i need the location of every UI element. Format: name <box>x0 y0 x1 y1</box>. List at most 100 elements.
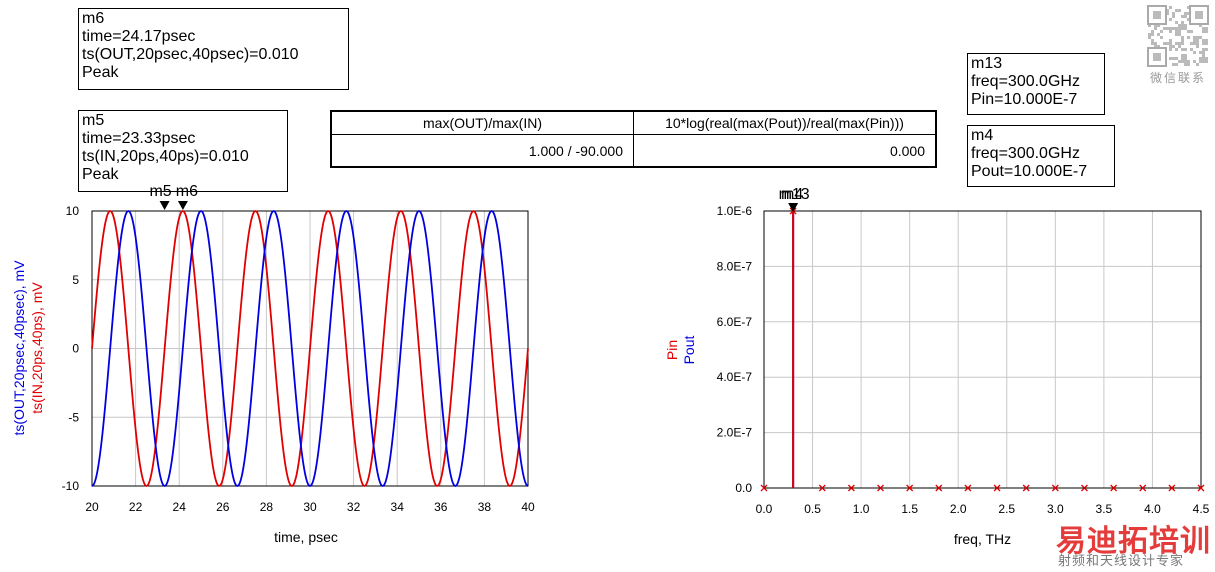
data-point <box>906 484 914 492</box>
y-tick-label: 4.0E-7 <box>717 370 753 384</box>
qr-cell <box>1169 48 1172 51</box>
x-tick-label: 1.0 <box>853 502 870 516</box>
qr-cell <box>1178 27 1181 30</box>
qr-cell <box>1151 30 1154 33</box>
qr-cell <box>1172 57 1175 60</box>
qr-cell <box>1190 48 1193 51</box>
x-tick-label: 4.0 <box>1144 502 1161 516</box>
qr-cell <box>1160 36 1163 39</box>
qr-cell <box>1199 51 1202 54</box>
qr-cell <box>1187 60 1190 63</box>
qr-cell <box>1205 27 1208 30</box>
qr-cell <box>1202 30 1205 33</box>
data-point <box>760 484 768 492</box>
qr-cell <box>1181 42 1184 45</box>
qr-cell <box>1175 33 1178 36</box>
qr-finder <box>1189 5 1209 25</box>
marker-triangle <box>788 203 799 212</box>
qr-cell <box>1205 42 1208 45</box>
qr-cell <box>1193 36 1196 39</box>
qr-code <box>1145 5 1211 67</box>
x-tick-label: 40 <box>521 500 535 514</box>
qr-cell <box>1187 12 1190 15</box>
x-tick-label: 20 <box>85 500 99 514</box>
qr-cell <box>1148 24 1151 27</box>
qr-cell <box>1151 39 1154 42</box>
qr-cell <box>1181 27 1184 30</box>
y-tick-label: 0.0 <box>735 481 752 495</box>
watermark-brand: 易迪拓培训 <box>1056 525 1211 558</box>
data-point <box>964 484 972 492</box>
qr-cell <box>1169 39 1172 42</box>
x-tick-label: 3.0 <box>1047 502 1064 516</box>
qr-finder-core <box>1153 11 1161 19</box>
x-tick-label: 24 <box>173 500 187 514</box>
qr-cell <box>1196 36 1199 39</box>
qr-cell <box>1181 57 1184 60</box>
x-tick-label: 26 <box>216 500 230 514</box>
qr-cell <box>1178 33 1181 36</box>
qr-cell <box>1187 36 1190 39</box>
x-tick-label: 28 <box>260 500 274 514</box>
data-point <box>935 484 943 492</box>
x-tick-label: 2.0 <box>950 502 967 516</box>
marker-value: ts(IN,20ps,40ps)=0.010 <box>82 148 249 165</box>
series-line <box>91 210 529 487</box>
y-axis-label-pin: Pin <box>664 340 680 360</box>
qr-cell <box>1172 15 1175 18</box>
x-tick-label: 36 <box>434 500 448 514</box>
qr-cell <box>1202 39 1205 42</box>
qr-cell <box>1202 57 1205 60</box>
qr-cell <box>1202 42 1205 45</box>
qr-cell <box>1187 63 1190 66</box>
marker-name: m6 <box>82 10 105 27</box>
qr-cell <box>1181 15 1184 18</box>
qr-cell <box>1181 24 1184 27</box>
qr-cell <box>1181 36 1184 39</box>
x-tick-label: 0.0 <box>756 502 773 516</box>
x-axis-label: freq, THz <box>954 531 1011 547</box>
y-tick-label: 8.0E-7 <box>717 259 753 273</box>
qr-cell <box>1169 57 1172 60</box>
qr-cell <box>1175 21 1178 24</box>
qr-cell <box>1154 42 1157 45</box>
qr-cell <box>1148 36 1151 39</box>
qr-cell <box>1172 63 1175 66</box>
marker-label: m6 <box>176 183 198 200</box>
x-tick-label: 4.5 <box>1193 502 1210 516</box>
data-point <box>1168 484 1176 492</box>
marker-freq: freq=300.0GHz <box>971 73 1080 90</box>
x-tick-label: 32 <box>347 500 361 514</box>
marker-m6-readout: m6 time=24.17psec ts(OUT,20psec,40psec)=… <box>78 8 349 90</box>
qr-cell <box>1154 27 1157 30</box>
marker-label: m5 <box>149 183 171 200</box>
data-point <box>818 484 826 492</box>
qr-cell <box>1148 33 1151 36</box>
qr-cell <box>1154 24 1157 27</box>
qr-cell <box>1175 27 1178 30</box>
equation-header-ratio: max(OUT)/max(IN) <box>332 112 634 134</box>
y-tick-label: -5 <box>68 410 79 424</box>
data-point <box>1110 484 1118 492</box>
qr-cell <box>1202 54 1205 57</box>
qr-cell <box>1184 48 1187 51</box>
qr-cell <box>1157 45 1160 48</box>
qr-cell <box>1175 42 1178 45</box>
qr-cell <box>1175 48 1178 51</box>
qr-cell <box>1184 63 1187 66</box>
time-domain-chart: 20 22 24 26 28 30 32 34 36 38 40 10 5 0 -5 -10 time, pse… <box>11 183 535 545</box>
y-axis-label-in: ts(IN,20ps,40ps), mV <box>29 282 45 414</box>
qr-caption: 微信联系 <box>1149 71 1206 85</box>
data-point <box>1139 484 1147 492</box>
qr-cell <box>1184 54 1187 57</box>
marker-name: m13 <box>971 55 1003 72</box>
qr-cell <box>1166 9 1169 12</box>
y-tick-label: -10 <box>62 479 80 493</box>
marker-m5-readout: m5 time=23.33psec ts(IN,20ps,40ps)=0.010… <box>78 110 288 192</box>
qr-cell <box>1187 30 1190 33</box>
qr-cell <box>1157 33 1160 36</box>
qr-cell <box>1169 30 1172 33</box>
qr-cell <box>1184 27 1187 30</box>
qr-cell <box>1178 24 1181 27</box>
